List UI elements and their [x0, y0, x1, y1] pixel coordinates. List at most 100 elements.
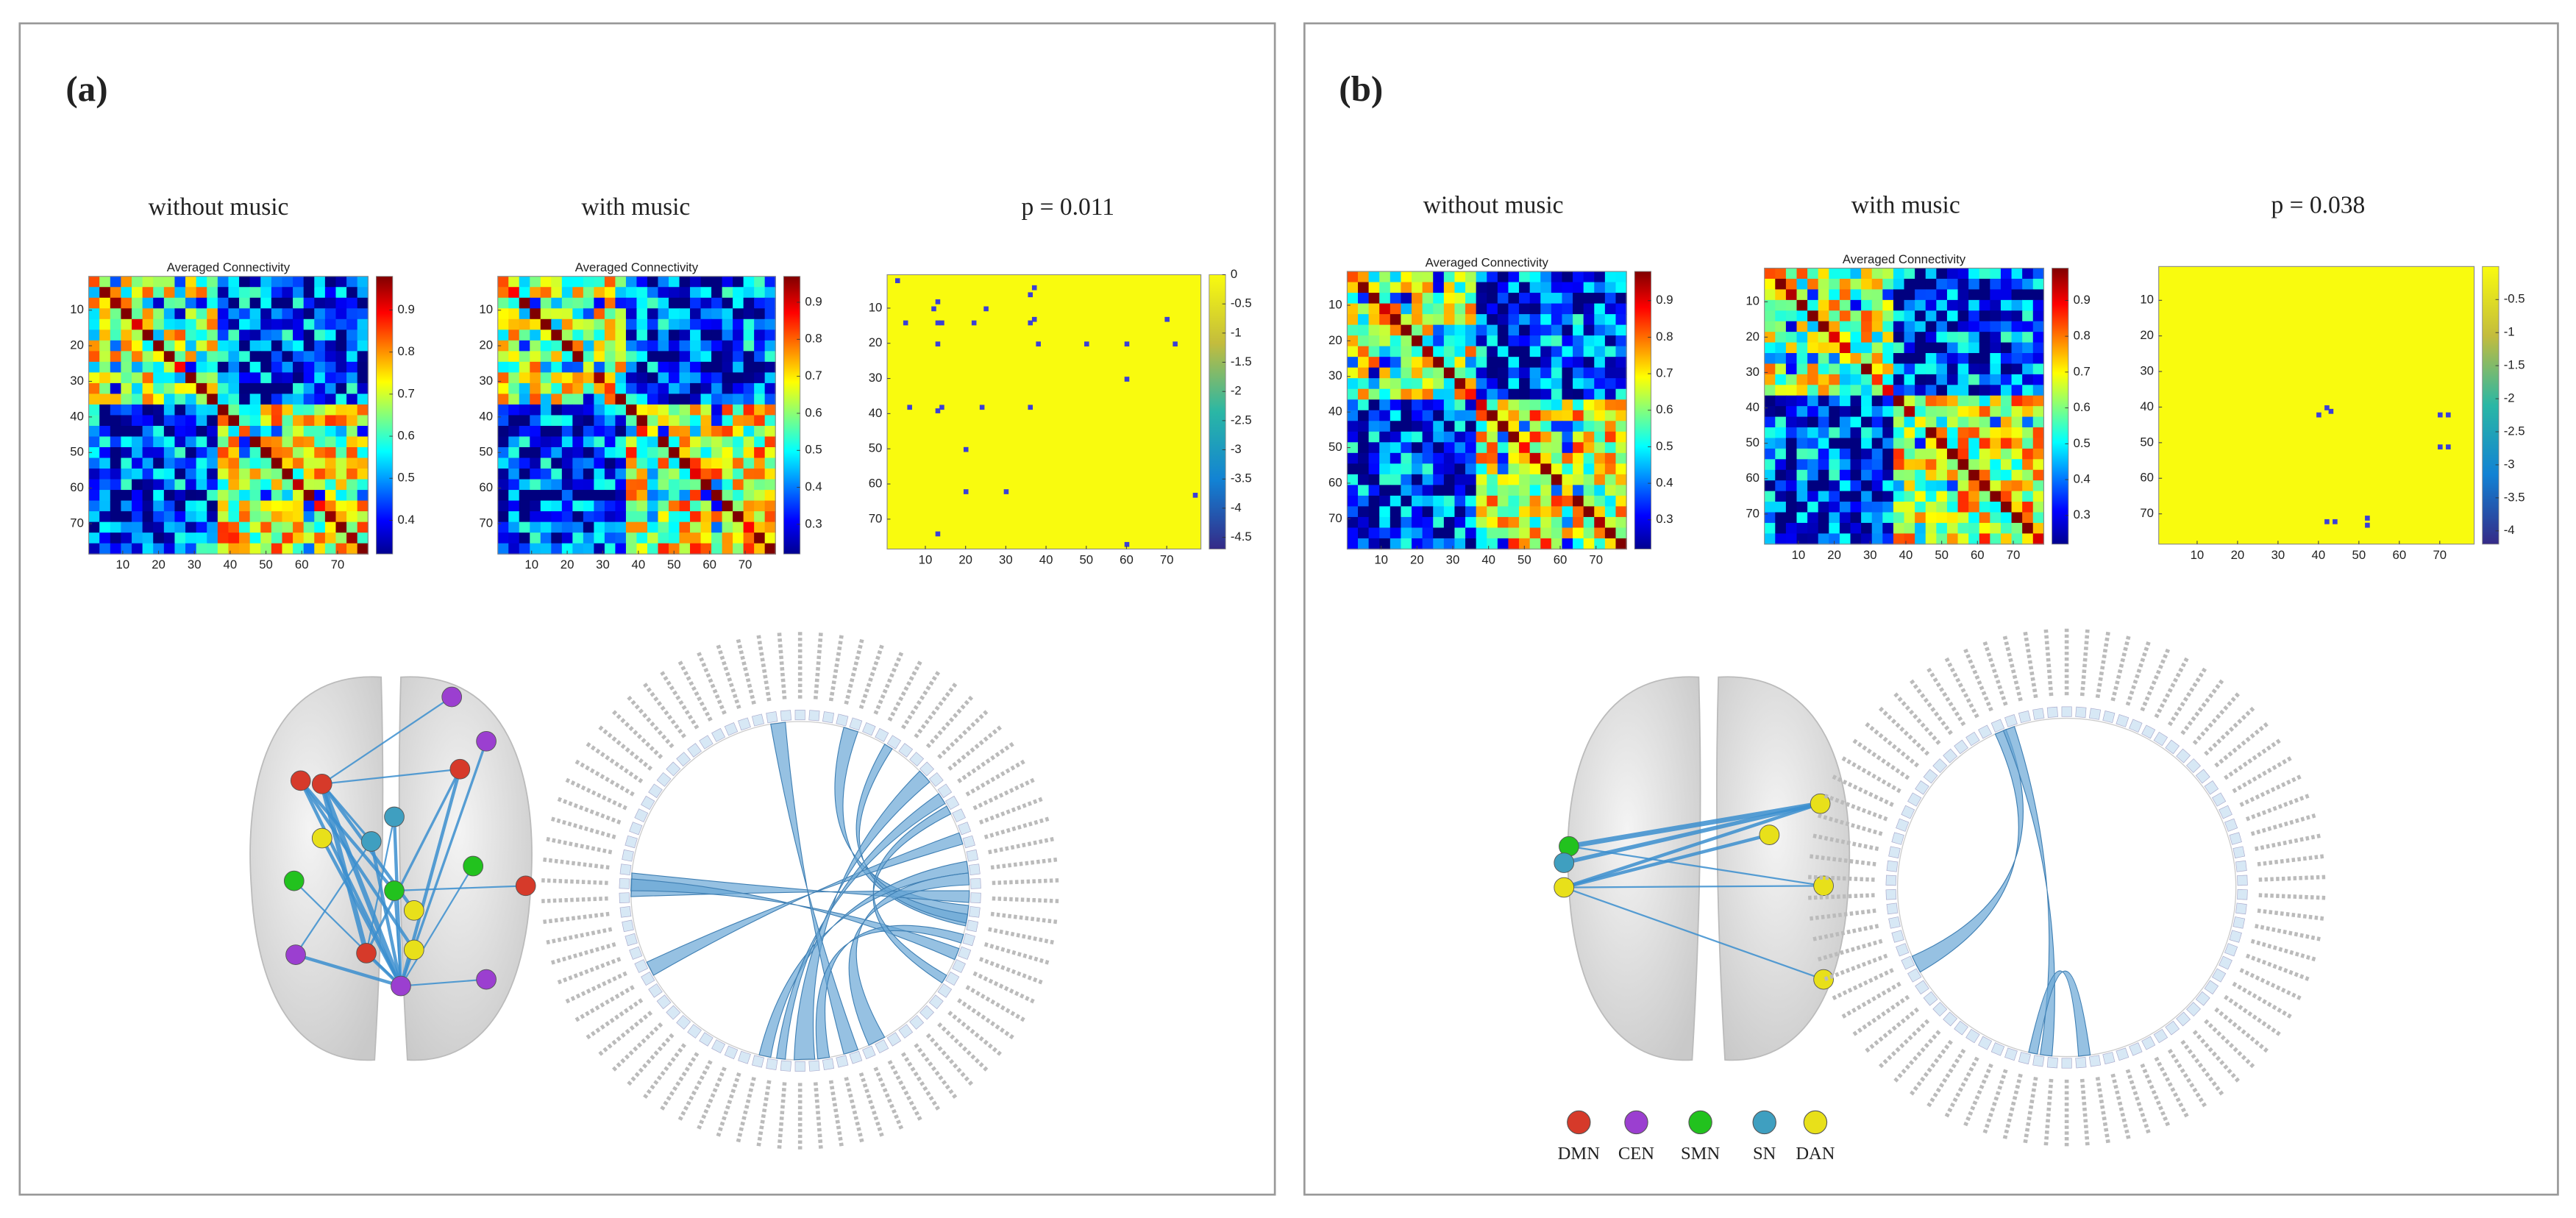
heatmap-cell	[1785, 533, 1798, 545]
column-title: without music	[149, 193, 289, 221]
heatmap-cell	[282, 351, 293, 363]
heatmap-cell	[1540, 506, 1552, 518]
heatmap-cell	[1540, 293, 1552, 304]
heatmap-cell	[519, 404, 530, 416]
heatmap-cell	[1979, 438, 1991, 449]
heatmap-cell	[1615, 442, 1627, 454]
heatmap-cell	[1775, 374, 1787, 385]
heatmap-cell	[153, 318, 165, 330]
heatmap-cell	[658, 543, 669, 555]
heatmap-cell	[217, 425, 230, 438]
heatmap-cell	[1412, 399, 1423, 411]
heatmap-cell	[572, 351, 584, 363]
heatmap-cell	[733, 543, 744, 555]
heatmap-cell	[1433, 314, 1445, 326]
heatmap-cell	[1422, 410, 1434, 421]
heatmap-cell	[1839, 289, 1851, 301]
heatmap-cell	[508, 351, 520, 363]
heatmap-cell	[207, 500, 218, 512]
heatmap-cell	[647, 404, 659, 416]
heatmap-cell	[722, 276, 733, 288]
chord-label-stub	[597, 1011, 653, 1057]
heatmap-cell	[604, 393, 616, 405]
heatmap-cell	[497, 447, 509, 459]
heatmap-cell	[132, 511, 143, 523]
heatmap-cell	[1487, 452, 1498, 465]
heatmap-cell	[1433, 399, 1445, 411]
heatmap-cell	[1412, 495, 1423, 508]
heatmap-cell	[636, 457, 648, 469]
heatmap-cell	[1979, 342, 1991, 354]
legend-label: SN	[1753, 1144, 1776, 1164]
heatmap-cell	[583, 372, 595, 384]
colorbar-tick-label: 0.4	[397, 513, 414, 527]
chord-label-stub	[2250, 813, 2317, 836]
heatmap-cell	[1594, 346, 1606, 357]
heatmap-cell	[551, 425, 563, 438]
heatmap-cell	[1540, 463, 1552, 475]
heatmap-cell	[1925, 491, 1938, 502]
heatmap-cell	[1850, 395, 1862, 407]
heatmap-cell	[615, 436, 627, 448]
heatmap-cell	[1893, 416, 1905, 428]
heatmap-cell	[1519, 527, 1531, 539]
heatmap-cell	[303, 490, 315, 502]
heatmap-cell	[1807, 512, 1819, 524]
heatmap-cell	[174, 404, 186, 416]
heatmap-cell	[764, 425, 776, 438]
chord-label-stub	[2250, 939, 2317, 962]
heatmap-cell	[346, 543, 358, 555]
heatmap-cell	[722, 543, 733, 555]
heatmap-cell	[2032, 416, 2045, 428]
heatmap-cell	[733, 308, 744, 320]
chord-segment	[952, 808, 966, 822]
heatmap-cell	[754, 297, 766, 309]
colorbar-tick-label: 0.9	[2074, 293, 2091, 307]
colorbar-tick-label: 0.6	[397, 428, 414, 442]
heatmap-cell	[1412, 324, 1423, 336]
heatmap-cell	[722, 404, 733, 416]
heatmap-cell	[1347, 282, 1359, 293]
heatmap-cell	[1454, 282, 1466, 293]
heatmap-cell	[2032, 268, 2045, 279]
heatmap-cell	[1358, 357, 1370, 368]
heatmap-cell	[1443, 452, 1456, 465]
heatmap-cell	[228, 318, 240, 330]
heatmap-cell	[1818, 502, 1829, 513]
chord-segment	[875, 727, 889, 742]
heatmap-cell	[1979, 299, 1991, 311]
heatmap-cell	[1915, 321, 1926, 332]
heatmap-cell	[346, 490, 358, 502]
heatmap-cell	[1785, 395, 1798, 407]
heatmap-cell	[1347, 335, 1359, 347]
heatmap-cell	[669, 382, 680, 395]
chord-segment	[2237, 888, 2248, 900]
heatmap-cell	[153, 490, 165, 502]
heatmap-cell	[121, 308, 132, 320]
heatmap-cell	[594, 447, 605, 459]
heatmap-cell	[1454, 314, 1466, 326]
heatmap-cell	[1476, 516, 1487, 529]
heatmap-cell	[271, 447, 283, 459]
heatmap-cell	[669, 521, 680, 533]
heatmap-cell	[121, 287, 132, 299]
heatmap-cell	[1839, 448, 1851, 460]
brain-node	[290, 770, 311, 791]
heatmap-cell	[335, 287, 347, 299]
heatmap-frame	[1346, 271, 1627, 550]
heatmap-cell	[2022, 512, 2034, 524]
heatmap-cell	[519, 340, 530, 352]
chord-segment	[619, 863, 632, 876]
heatmap-cell	[1829, 438, 1840, 449]
legend-swatch	[1567, 1110, 1591, 1135]
heatmap-cell	[2011, 278, 2023, 291]
chord-segment	[1923, 769, 1938, 784]
heatmap-cell	[1893, 533, 1905, 545]
heatmap-cell	[99, 361, 111, 374]
chord-segment	[1888, 846, 1901, 859]
heatmap-cell	[110, 297, 122, 309]
heatmap-cell	[1529, 516, 1541, 529]
heatmap-cell	[1775, 469, 1787, 481]
heatmap-cell	[99, 340, 111, 352]
heatmap-cell	[1829, 406, 1840, 418]
